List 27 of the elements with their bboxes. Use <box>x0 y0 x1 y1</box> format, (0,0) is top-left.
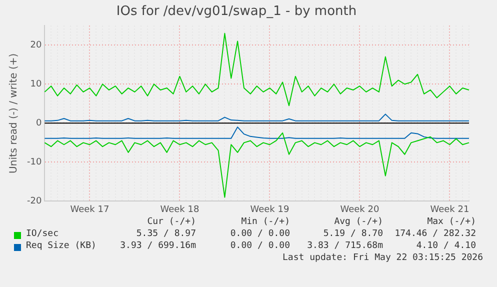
y-tick-label: -10 <box>26 158 42 168</box>
x-tick-label: Week 21 <box>430 204 470 215</box>
x-tick-label: Week 20 <box>340 204 380 215</box>
text: Min (-/+) <box>241 217 290 227</box>
text: 3.93 / 699.16m <box>120 241 196 251</box>
text: 0.00 / 0.00 <box>230 241 290 251</box>
text: 5.35 / 8.97 <box>136 229 196 239</box>
legend-label: Req Size (KB) <box>26 241 96 251</box>
text: 174.46 / 282.32 <box>394 229 476 239</box>
text: 4.10 / 4.10 <box>416 241 476 251</box>
y-tick-label: 20 <box>30 40 42 50</box>
text: 5.19 / 8.70 <box>323 229 383 239</box>
text: 0.00 / 0.00 <box>230 229 290 239</box>
text: Avg (-/+) <box>334 217 383 227</box>
x-tick-label: Week 18 <box>160 204 200 215</box>
y-tick-label: 10 <box>30 79 42 90</box>
text: Cur (-/+) <box>147 217 196 227</box>
chart-title: IOs for /dev/vg01/swap_1 - by month <box>116 4 357 20</box>
text: 3.83 / 715.68m <box>307 241 383 251</box>
text: Last update: Fri May 22 03:15:25 2026 <box>282 253 483 263</box>
x-tick-label: Week 17 <box>70 204 110 215</box>
x-tick-label: Week 19 <box>250 204 290 215</box>
y-tick-label: -20 <box>26 196 42 207</box>
y-tick-label: 0 <box>36 118 42 128</box>
text: Max (-/+) <box>427 217 476 227</box>
legend-label: IO/sec <box>26 229 59 239</box>
y-axis-title: Units read (-) / write (+) <box>8 53 20 174</box>
